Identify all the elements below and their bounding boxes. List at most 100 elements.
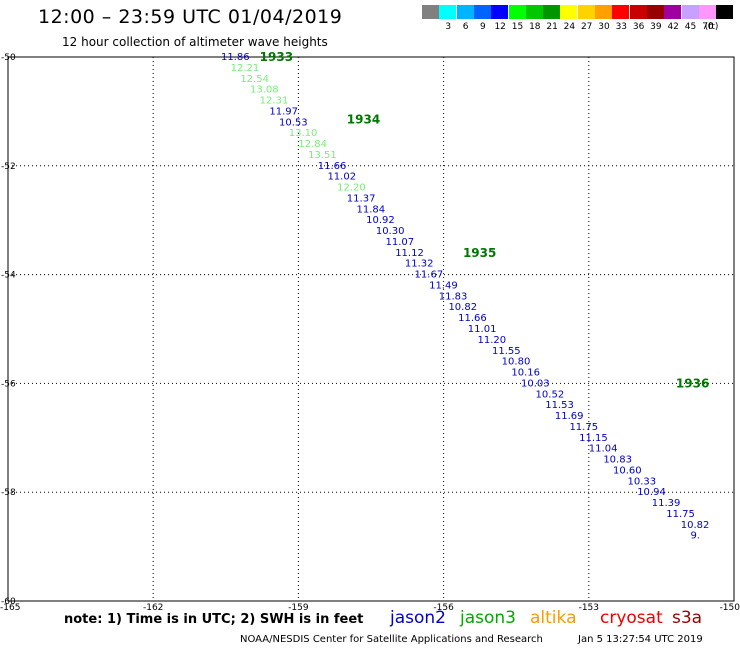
pass-number-label: 1934 [347,113,380,127]
scale-tick-label: 12 [494,22,506,32]
wave-height-value: 10.82 [448,302,477,313]
wave-height-value: 11.55 [492,346,521,357]
scale-tick-label: 15 [511,22,524,32]
wave-height-value: 10.94 [637,487,666,498]
satellite-legend-altika: altika [530,608,577,628]
scale-swatch [456,5,474,19]
scale-tick-label: 21 [546,22,558,32]
wave-height-value: 13.51 [308,150,337,161]
wave-height-value: 10.53 [279,117,308,128]
scale-tick-label: 18 [529,22,541,32]
lat-tick-label: -56 [1,379,16,389]
scale-swatch [439,5,457,19]
wave-height-value: 10.03 [521,378,550,389]
scale-tick-label: 30 [598,22,610,32]
lat-tick-label: -58 [1,488,16,498]
scale-tick-label: 70 [702,22,714,32]
satellite-legend-jason3: jason3 [460,608,516,628]
footer-note: note: 1) Time is in UTC; 2) SWH is in fe… [64,612,364,627]
wave-height-value: 10.33 [628,476,657,487]
lat-tick-label: -54 [1,271,16,281]
lat-tick-label: -52 [1,162,16,172]
lon-tick-label: -159 [288,603,309,610]
map-subtitle: 12 hour collection of altimeter wave hei… [62,35,328,49]
wave-height-value: 11.20 [477,335,506,346]
altimeter-map: -50 -52 -54 -56 -58 -60-165 -162 -159 -156 -153 -1… [0,50,740,610]
credit-line: NOAA/NESDIS Center for Satellite Applica… [240,634,543,645]
lon-tick-label: -162 [143,603,163,610]
lon-tick-label: -165 [0,603,20,610]
wave-height-value: 10.16 [511,368,540,379]
scale-swatch [612,5,630,19]
wave-height-value: 11.04 [589,444,618,455]
lon-tick-label: -150 [720,603,740,610]
wave-height-value: 11.86 [221,52,250,63]
satellite-legend-cryosat: cryosat [600,608,663,628]
scale-swatch [525,5,543,19]
scale-swatch [491,5,509,19]
pass-number-labels: 1933 1934 1935 1936 [260,50,710,390]
lat-tick-label: -50 [1,53,16,63]
scale-tick-label: 9 [480,22,486,32]
wave-height-value: 12.84 [298,139,327,150]
wave-height-value: 12.54 [240,74,269,85]
scale-swatch [716,5,734,19]
wave-height-value: 10.83 [603,455,632,466]
wave-height-value: 11.15 [579,433,608,444]
wave-height-value: 11.32 [405,259,434,270]
satellite-legend-s3a: s3a [672,608,703,628]
lon-tick-label: -153 [579,603,599,610]
lon-tick-label: -156 [433,603,454,610]
scale-tick-label: 45 [684,22,697,32]
wave-height-value: 10.60 [613,465,642,476]
wave-height-value: 13.08 [250,85,279,96]
wave-height-value: 11.66 [458,313,487,324]
scale-tick-label: 39 [650,22,662,32]
lat-tick-label: -60 [1,597,16,607]
wave-height-value: 11.75 [666,509,695,520]
scale-swatch [422,5,439,19]
scale-tick-label: 33 [615,22,628,32]
wave-height-value: 11.12 [395,248,424,259]
wave-height-labels: 11.8612.2112.5413.0812.3111.9710.5313.10… [221,52,709,542]
wave-height-value: 12.20 [337,183,366,194]
scale-swatch [629,5,647,19]
scale-tick-label: 27 [580,22,593,32]
scale-swatch [577,5,595,19]
map-title: 12:00 – 23:59 UTC 01/04/2019 [38,6,343,28]
wave-height-value: 11.66 [318,161,347,172]
wave-height-value: 10.80 [502,357,531,368]
wave-height-value: 11.84 [356,204,385,215]
wave-height-value: 11.53 [545,400,574,411]
wave-height-value: 10.92 [366,215,395,226]
pass-number-label: 1933 [260,50,293,64]
axis-tick-labels: -50 -52 -54 -56 -58 -60-165 -162 -159 -156 -153 -1… [0,53,740,610]
wave-height-value: 11.67 [415,270,444,281]
scale-swatch [543,5,561,19]
satellite-legend-jason2: jason2 [390,608,446,628]
wave-height-value: 11.97 [269,106,298,117]
scale-tick-label: 24 [563,22,576,32]
scale-swatch [560,5,578,19]
wave-height-value: 11.01 [468,324,497,335]
scale-tick-label: 36 [632,22,645,32]
wave-height-value: 11.69 [555,411,584,422]
wave-height-value: 10.52 [536,389,565,400]
wave-height-value: 11.49 [429,280,458,291]
wave-height-value: 11.07 [386,237,415,248]
pass-number-label: 1936 [676,376,709,390]
scale-swatch [508,5,526,19]
wave-height-value: 11.83 [439,291,468,302]
scale-tick-label: 42 [667,22,679,32]
wave-height-value: 12.21 [231,63,260,74]
scale-tick-label: 6 [462,22,469,32]
wave-height-value: 13.10 [289,128,318,139]
map-frame [7,56,735,602]
scale-swatch [595,5,612,19]
wave-height-value: 11.02 [327,172,356,183]
wave-height-value: 11.39 [652,498,681,509]
scale-unit-label: (ft) [704,22,719,32]
generation-timestamp: Jan 5 13:27:54 UTC 2019 [578,634,703,645]
scale-swatch [473,5,491,19]
scale-swatch [698,5,716,19]
